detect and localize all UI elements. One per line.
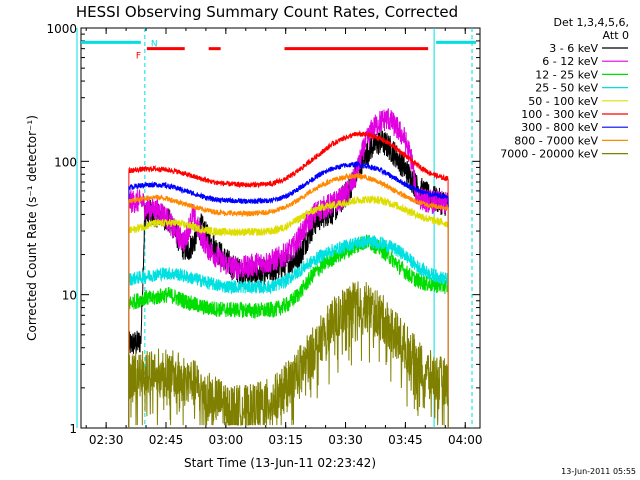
x-tick-label: 02:45 — [149, 433, 184, 447]
legend-label: 100 - 300 keV — [521, 108, 598, 121]
x-axis-label: Start Time (13-Jun-11 02:23:42) — [184, 456, 376, 470]
series-line — [128, 172, 449, 428]
series-line — [128, 281, 449, 428]
plot-timestamp: 13-Jun-2011 05:55 — [561, 467, 636, 476]
flare-flag-label: F — [136, 52, 141, 62]
plot-layer: 02:30 02:45 03:00 03:15 03:30 03:45 04:00 1 10 10… — [46, 22, 482, 447]
legend-label: 300 - 800 keV — [521, 121, 598, 134]
x-tick-label: 04:00 — [448, 433, 483, 447]
series-line — [128, 108, 449, 428]
night-flag-label: N — [151, 39, 158, 49]
legend-label: 800 - 7000 keV — [514, 134, 598, 147]
x-tick-label: 03:30 — [328, 433, 363, 447]
x-tick-label: 03:15 — [268, 433, 303, 447]
x-tick-label: 02:30 — [89, 433, 124, 447]
legend-label: 6 - 12 keV — [542, 55, 598, 68]
plot-frame — [80, 27, 481, 429]
series-line — [128, 234, 449, 428]
legend-label: 25 - 50 keV — [535, 82, 598, 95]
y-tick-label: 1 — [69, 422, 77, 436]
legend-label: 7000 - 20000 keV — [500, 148, 598, 161]
series-line — [128, 234, 449, 428]
series-line — [128, 129, 449, 428]
legend-header-line2: Att 0 — [603, 29, 629, 42]
y-tick-label: 10 — [62, 289, 77, 303]
series-line — [128, 194, 449, 428]
x-tick-label: 03:00 — [209, 433, 244, 447]
x-tick-label: 03:45 — [388, 433, 423, 447]
y-tick-label: 100 — [54, 155, 77, 169]
chart-title: HESSI Observing Summary Count Rates, Cor… — [76, 3, 458, 21]
legend-label: 3 - 6 keV — [549, 42, 598, 55]
legend-label: 50 - 100 keV — [528, 95, 598, 108]
y-axis-label: Corrected Count Rate (s⁻¹ detector⁻¹) — [25, 115, 39, 341]
series-line — [128, 160, 449, 428]
legend-header-line1: Det 1,3,4,5,6, — [553, 16, 629, 29]
legend-label: 12 - 25 keV — [535, 68, 598, 81]
y-tick-label: 1000 — [46, 22, 77, 36]
